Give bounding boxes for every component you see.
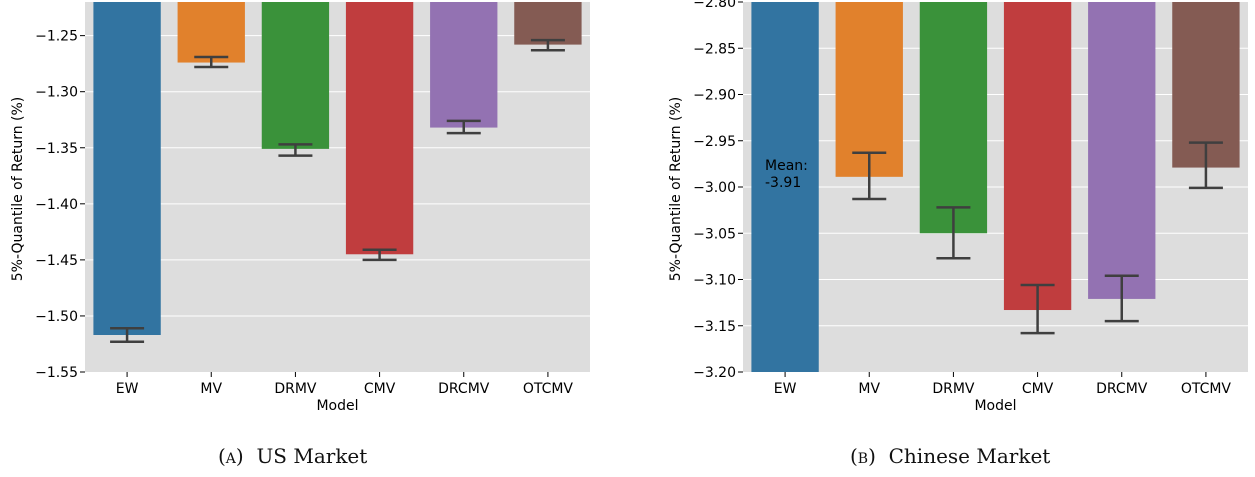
bar-drmv [919, 2, 988, 234]
y-tick-label: −1.35 [35, 141, 78, 157]
x-tick-label: DRCMV [438, 381, 490, 397]
y-tick-label: −1.55 [35, 365, 78, 381]
y-tick-label: −3.20 [693, 365, 736, 381]
bar-ew [93, 2, 161, 335]
x-tick-label: DRCMV [1096, 381, 1148, 397]
bar-mv [835, 2, 903, 177]
x-tick-label: OTCMV [1181, 381, 1232, 397]
y-tick-label: −2.90 [693, 88, 736, 104]
x-tick-label: OTCMV [523, 381, 574, 397]
y-tick-label: −3.00 [693, 180, 736, 196]
y-tick-label: −2.95 [693, 134, 736, 150]
plot-background [85, 2, 590, 372]
bar-drcmv [430, 2, 498, 128]
caption-letter: (b) [850, 444, 876, 468]
x-tick-label: CMV [1022, 381, 1054, 397]
x-tick-label: CMV [364, 381, 396, 397]
caption-letter: (a) [218, 444, 244, 468]
chart-panel-1: −1.25 −1.30 −1.35 −1.40 −1.45 −1.50 −1.55 EW MV D… [10, 2, 590, 414]
bar-otcmv [514, 2, 582, 45]
y-tick-label: −3.05 [693, 226, 736, 242]
y-tick-label: −3.15 [693, 319, 736, 335]
bar-otcmv [1172, 2, 1240, 168]
mean-annotation-value: -3.91 [765, 175, 801, 191]
x-tick-label: DRMV [274, 381, 317, 397]
x-axis-label: Model [974, 398, 1016, 414]
bar-drmv [261, 2, 330, 149]
y-tick-label: −1.50 [35, 309, 78, 325]
bar-cmv [345, 2, 414, 255]
y-axis-label: 5%-Quantile of Return (%) [668, 97, 684, 282]
y-tick-label: −3.10 [693, 273, 736, 289]
y-tick-label: −2.80 [693, 0, 736, 11]
bars-group [751, 2, 1240, 372]
caption-text: US Market [256, 444, 368, 468]
y-tick-label: −1.25 [35, 29, 78, 45]
bar-drcmv [1088, 2, 1156, 299]
caption-us-market: (a) US Market [218, 444, 367, 468]
bars-group [93, 2, 582, 335]
x-tick-label: EW [116, 381, 139, 397]
bar-ew [751, 2, 819, 372]
chart-panel-2: −2.80 −2.85 −2.90 −2.95 −3.00 −3.05 −3.10 −3.15… [668, 0, 1248, 414]
x-tick-label: MV [858, 381, 880, 397]
y-axis-label: 5%-Quantile of Return (%) [10, 97, 26, 282]
y-tick-label: −1.30 [35, 85, 78, 101]
y-tick-label: −1.45 [35, 253, 78, 269]
x-tick-label: DRMV [932, 381, 975, 397]
caption-text: Chinese Market [888, 444, 1051, 468]
x-tick-label: MV [200, 381, 222, 397]
x-tick-label: EW [774, 381, 797, 397]
y-tick-label: −1.40 [35, 197, 78, 213]
bar-cmv [1003, 2, 1072, 311]
bar-mv [177, 2, 245, 63]
x-axis-label: Model [316, 398, 358, 414]
caption-chinese-market: (b) Chinese Market [850, 444, 1050, 468]
y-tick-label: −2.85 [693, 41, 736, 57]
mean-annotation-label: Mean: [765, 158, 808, 174]
